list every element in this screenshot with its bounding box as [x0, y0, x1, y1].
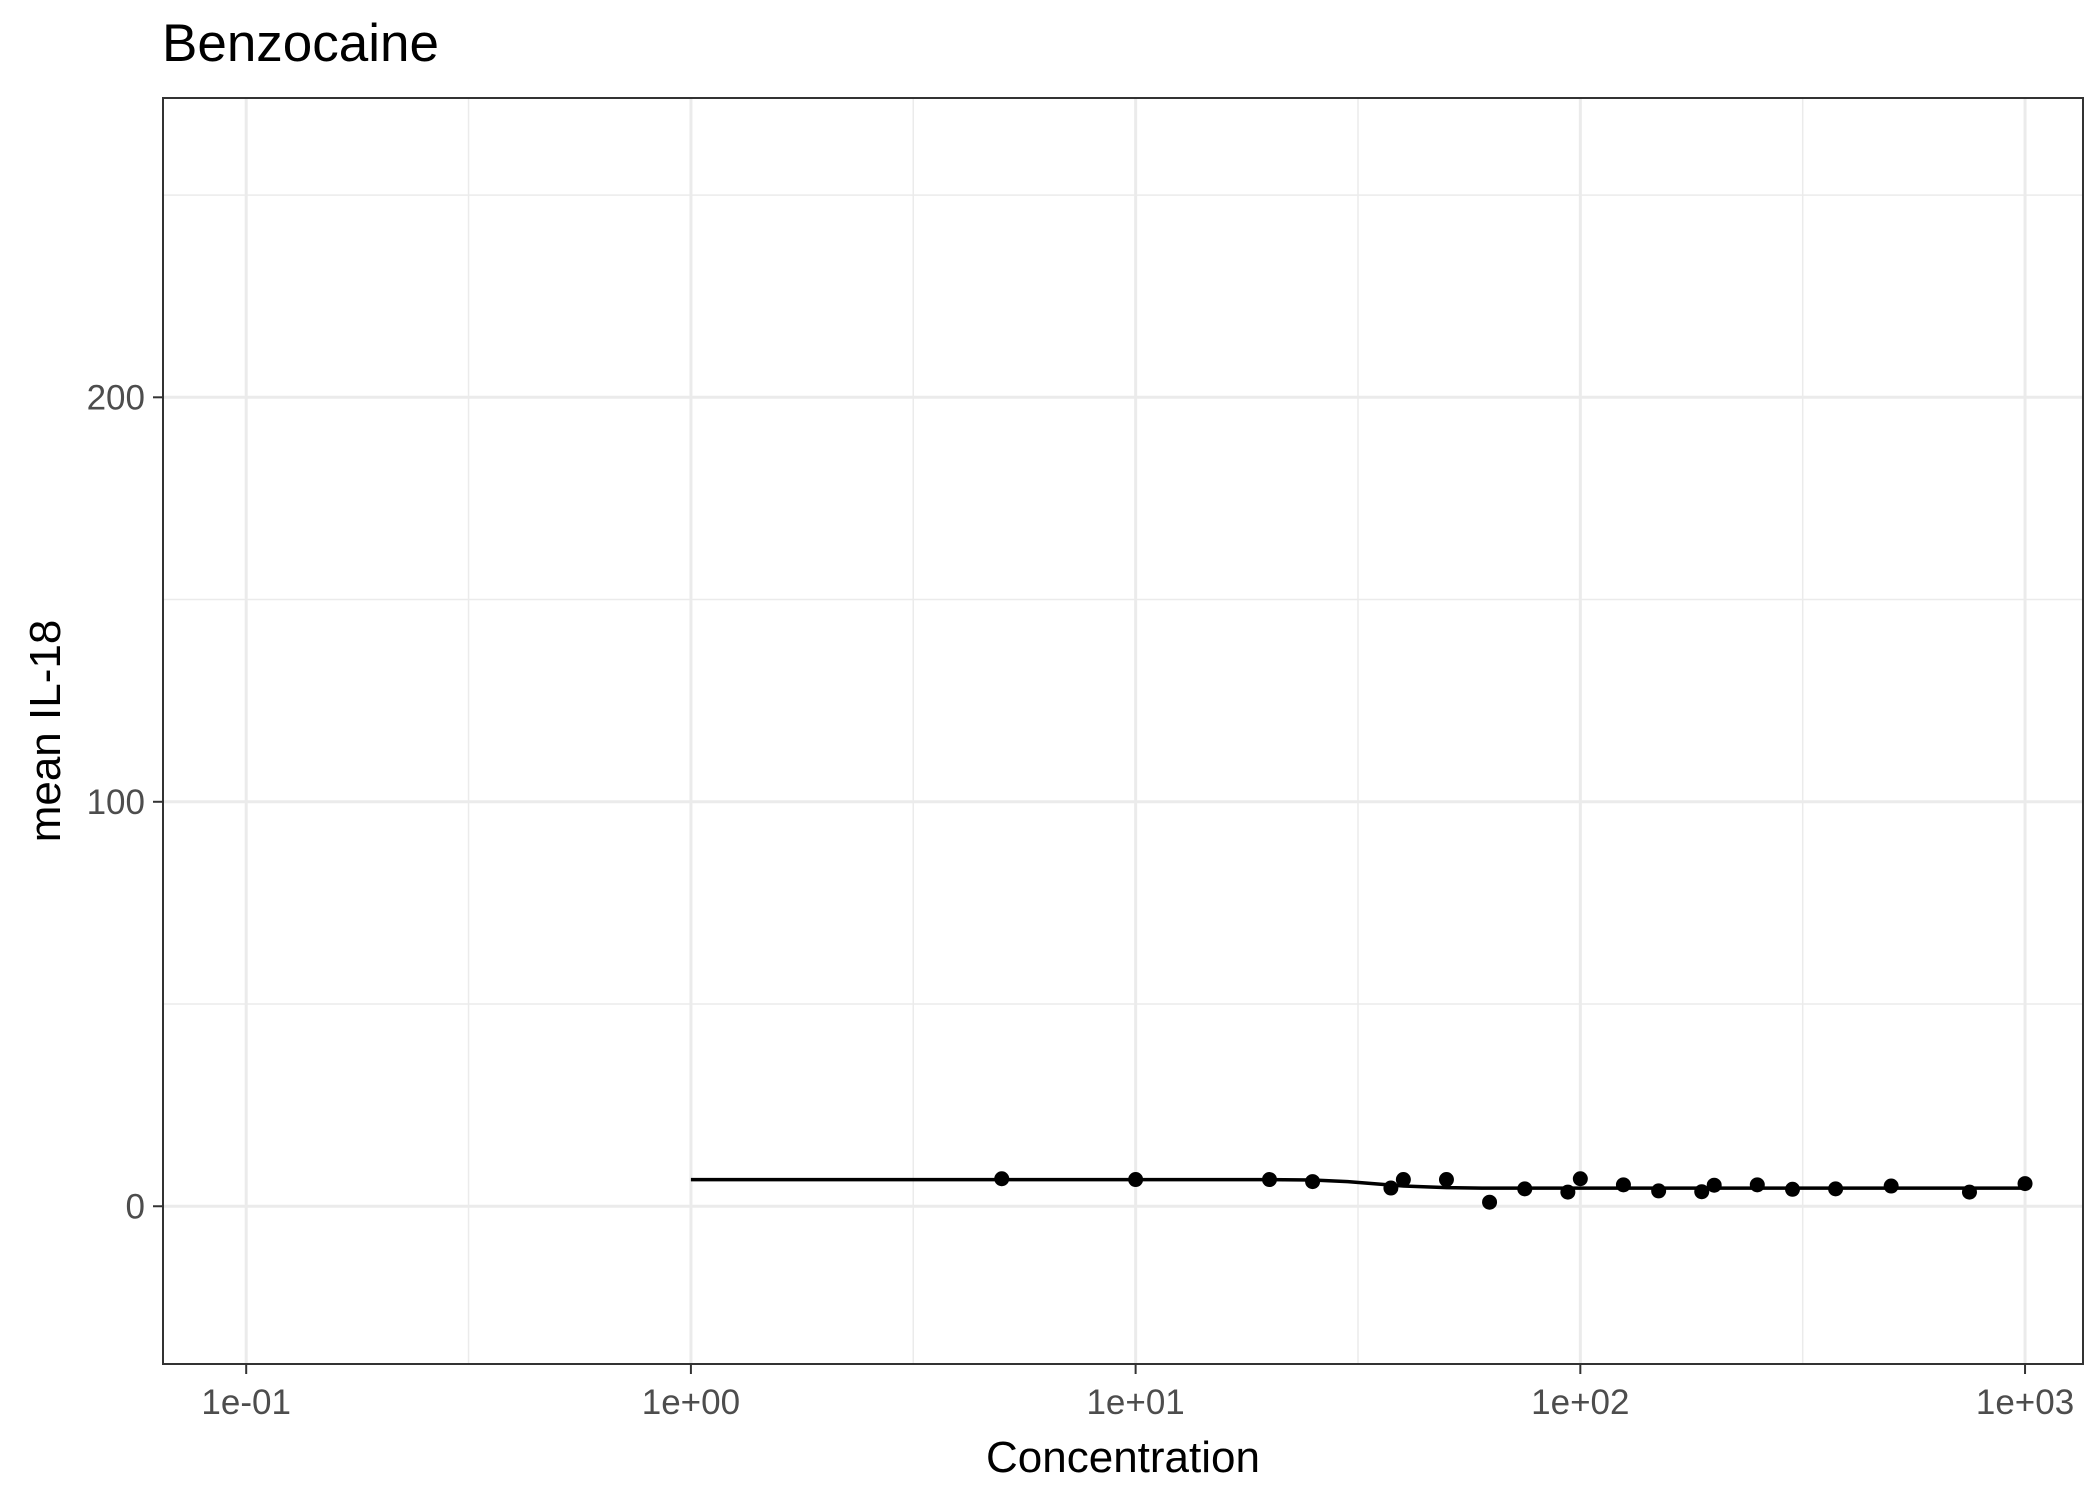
data-point: [1482, 1194, 1498, 1210]
data-point: [1572, 1171, 1588, 1187]
major-gridlines: [163, 98, 2083, 1364]
data-point: [2017, 1176, 2033, 1192]
data-point: [1261, 1172, 1277, 1188]
x-tick-label: 1e+01: [1086, 1383, 1184, 1422]
y-axis: 0 100 200: [87, 378, 163, 1226]
x-axis-title: Concentration: [986, 1433, 1260, 1482]
y-tick-label: 200: [87, 378, 145, 417]
data-point: [1615, 1177, 1631, 1193]
x-tick-label: 1e+02: [1531, 1383, 1629, 1422]
plot-panel-border: [162, 97, 2084, 1365]
data-points: [994, 1171, 2033, 1210]
data-point: [1517, 1181, 1533, 1197]
chart-title: Benzocaine: [162, 14, 439, 73]
y-tick-label: 100: [87, 783, 145, 822]
data-point: [1883, 1178, 1899, 1194]
data-point: [1828, 1181, 1844, 1197]
data-point: [1694, 1184, 1710, 1200]
x-axis: 1e-01 1e+00 1e+01 1e+02 1e+03: [201, 1364, 2074, 1422]
minor-gridlines: [163, 98, 2083, 1364]
data-point: [1706, 1177, 1722, 1193]
x-tick-label: 1e+03: [1976, 1383, 2074, 1422]
data-point: [1438, 1172, 1454, 1188]
data-point: [1305, 1174, 1321, 1190]
data-point: [1560, 1184, 1576, 1200]
data-point: [1383, 1180, 1399, 1196]
x-tick-label: 1e-01: [201, 1383, 291, 1422]
y-tick-label: 0: [126, 1187, 145, 1226]
data-point: [1128, 1172, 1144, 1188]
data-point: [1961, 1184, 1977, 1200]
x-tick-label: 1e+00: [642, 1383, 740, 1422]
y-axis-title: mean IL-18: [21, 620, 70, 843]
data-point: [1749, 1177, 1765, 1193]
data-point: [1651, 1183, 1667, 1199]
data-point: [1395, 1172, 1411, 1188]
data-point: [1785, 1181, 1801, 1197]
data-point: [994, 1171, 1010, 1187]
